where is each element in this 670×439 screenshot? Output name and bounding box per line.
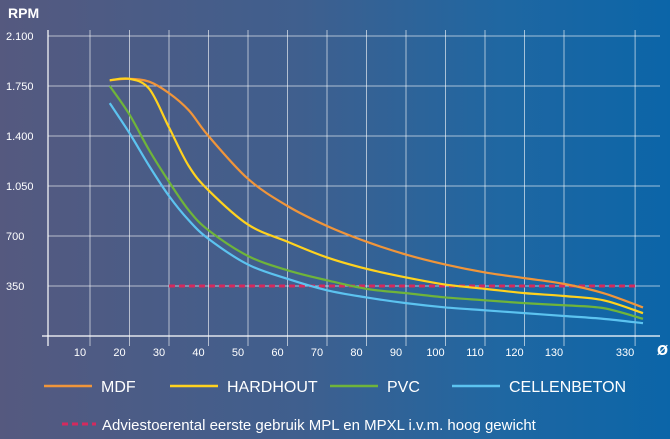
y-tick-label: 1.050 (6, 181, 34, 193)
y-tick-label: 700 (6, 231, 24, 243)
series-lines (108, 77, 644, 325)
series-line-mdf (109, 77, 644, 309)
x-tick-label: 330 (616, 347, 634, 359)
legend-label-mdf: MDF (101, 379, 136, 396)
x-tick-label: 70 (311, 347, 323, 359)
x-tick-label: 20 (113, 347, 125, 359)
y-tick-label: 350 (6, 281, 24, 293)
x-tick-label: 80 (350, 347, 362, 359)
x-tick-label: 60 (271, 347, 283, 359)
reference-note: Adviestoerental eerste gebruik MPL en MP… (62, 417, 537, 434)
x-tick-label: 30 (153, 347, 165, 359)
legend-label-cellenbeton: CELLENBETON (509, 379, 626, 396)
series-line-cellenbeton (108, 102, 644, 325)
x-tick-label: 50 (232, 347, 244, 359)
tick-labels: 2.100 1.750 1.400 1.050 700 350 10 20 30 40 50 60 70… (6, 31, 634, 359)
legend-label-hardhout: HARDHOUT (227, 379, 318, 396)
x-tick-label: 110 (466, 347, 484, 359)
series-line-hardhout (109, 77, 644, 315)
y-tick-label: 1.750 (6, 81, 34, 93)
y-tick-label: 1.400 (6, 131, 34, 143)
x-tick-label: 90 (390, 347, 402, 359)
x-tick-label: 40 (192, 347, 204, 359)
x-tick-label: 130 (545, 347, 563, 359)
x-tick-label: 10 (74, 347, 86, 359)
reference-note-text: Adviestoerental eerste gebruik MPL en MP… (102, 417, 537, 434)
legend: MDF HARDHOUT PVC CELLENBETON (44, 379, 626, 396)
y-axis-title: RPM (8, 5, 39, 21)
y-tick-label: 2.100 (6, 31, 34, 43)
axes (42, 30, 660, 346)
legend-label-pvc: PVC (387, 379, 420, 396)
x-tick-label: 100 (426, 347, 444, 359)
x-axis-symbol: Ø (657, 344, 668, 359)
series-line-pvc (108, 85, 644, 320)
x-tick-label: 120 (505, 347, 523, 359)
grid (48, 30, 660, 346)
